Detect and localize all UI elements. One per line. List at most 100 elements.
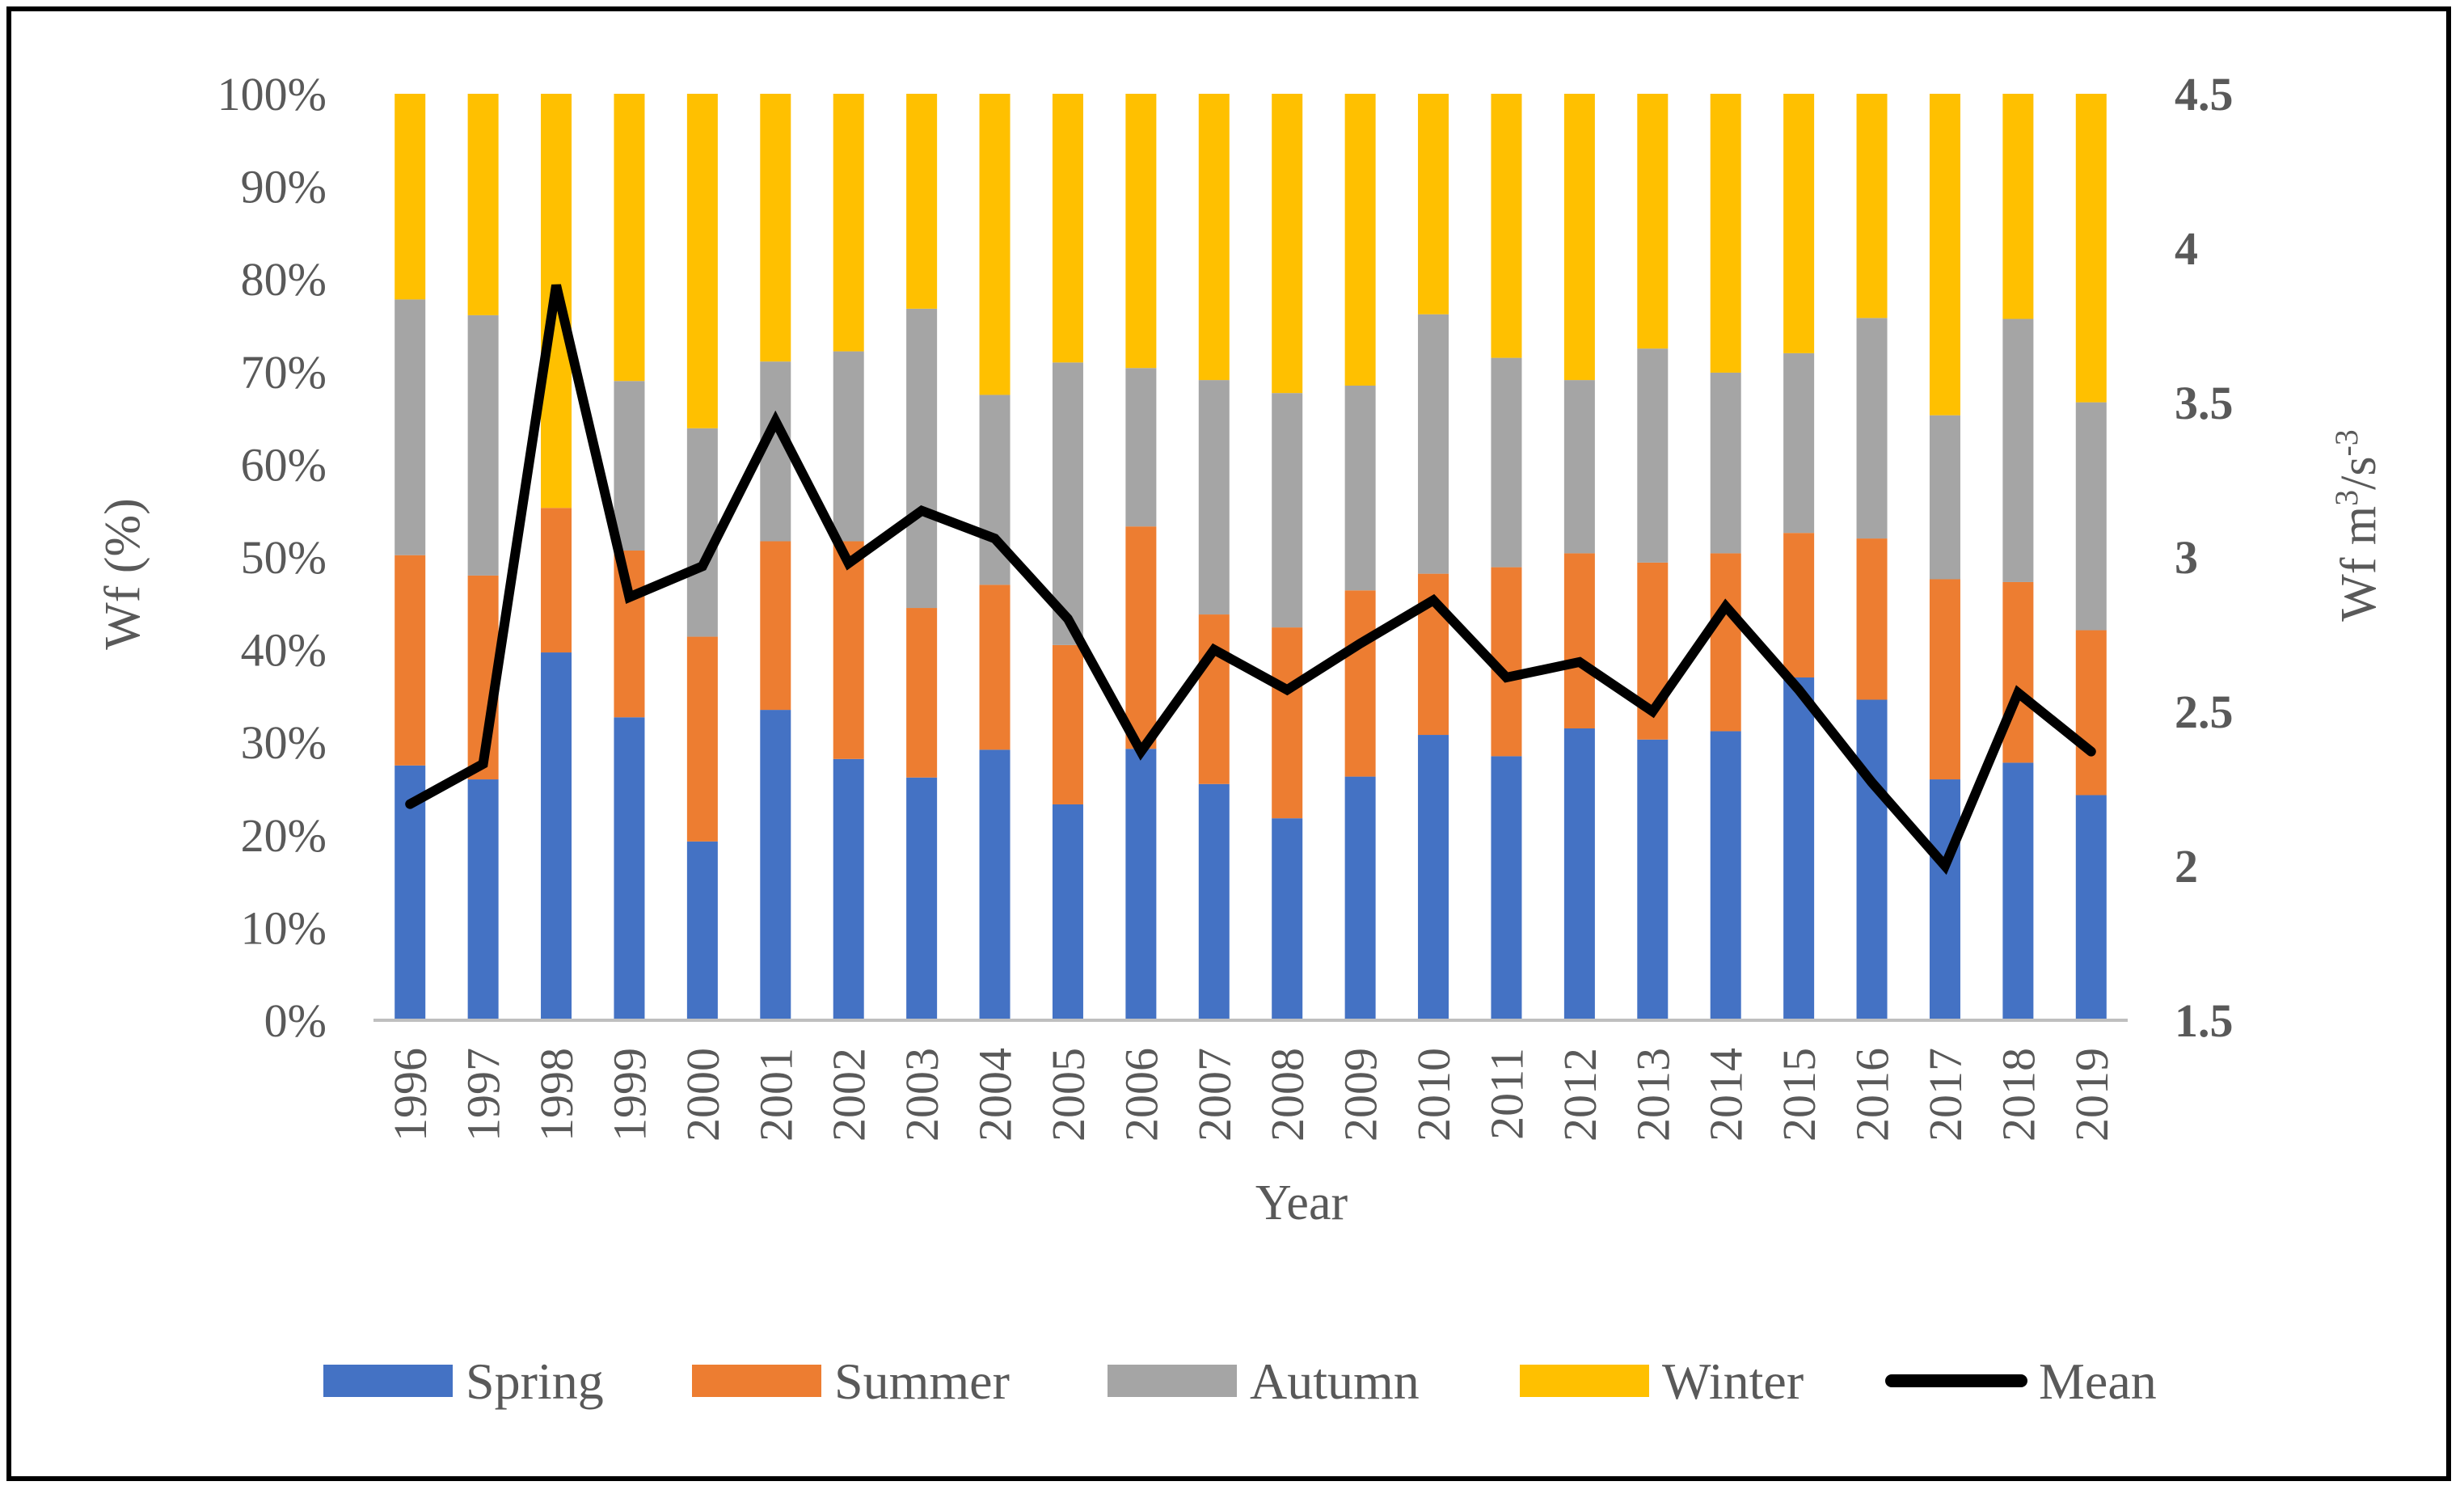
bar-spring-2013: [1637, 739, 1669, 1020]
legend-swatch-winter: [1520, 1365, 1649, 1397]
x-tick-label-2012: 2012: [1554, 1048, 1606, 1142]
bar-summer-2007: [1198, 614, 1230, 784]
x-axis-ticks: 1996 1997 1998 1999 2000 2001 2002 2003 2004 2005…: [384, 1048, 2118, 1142]
bar-summer-2004: [979, 585, 1010, 750]
y-axis-right-title: Wf m3/s-3: [2328, 429, 2387, 622]
bar-autumn-2015: [1783, 352, 1815, 534]
bar-spring-2003: [906, 777, 938, 1020]
bar-spring-2007: [1198, 783, 1230, 1020]
x-tick-label-2011: 2011: [1480, 1048, 1533, 1140]
bar-spring-2018: [2002, 762, 2034, 1020]
bar-summer-2005: [1052, 644, 1083, 804]
bar-spring-2006: [1125, 749, 1157, 1020]
bar-summer-2012: [1563, 553, 1595, 729]
legend-label-mean: Mean: [2039, 1353, 2157, 1410]
bar-winter-2015: [1783, 94, 1815, 353]
mean-point-2012: [1578, 660, 1580, 663]
bar-autumn-2017: [1929, 415, 1960, 580]
bar-spring-2017: [1929, 779, 1960, 1020]
legend-label-spring: Spring: [466, 1353, 604, 1410]
bar-summer-2000: [686, 636, 718, 842]
mean-point-1998: [555, 284, 558, 286]
mean-point-2010: [1432, 599, 1435, 601]
bar-autumn-2012: [1563, 380, 1595, 554]
bar-winter-2012: [1563, 94, 1595, 381]
bar-spring-2015: [1783, 677, 1815, 1020]
mean-line-layer: [405, 284, 2096, 876]
bar-autumn-2010: [1418, 314, 1449, 574]
x-tick-label-2008: 2008: [1261, 1048, 1314, 1142]
y-right-tick-label: 3: [2175, 531, 2198, 584]
y-right-tick-label: 2.5: [2175, 686, 2234, 738]
bar-summer-2006: [1125, 526, 1157, 749]
y-left-tick-label: 30%: [241, 716, 327, 769]
bar-summer-1999: [614, 550, 645, 718]
y-right-tick-label: 1.5: [2175, 994, 2234, 1047]
x-tick-label-2017: 2017: [1919, 1048, 1972, 1142]
y-axis-left-title: Wf (%): [95, 498, 150, 650]
mean-point-2004: [994, 538, 996, 540]
x-tick-label-2004: 2004: [969, 1048, 1022, 1142]
bar-summer-2016: [1856, 538, 1888, 700]
x-tick-label-2007: 2007: [1188, 1048, 1241, 1142]
bar-spring-1997: [467, 779, 499, 1020]
bar-winter-2014: [1710, 94, 1741, 373]
bars-layer: [394, 94, 2107, 1020]
bar-summer-2009: [1344, 590, 1376, 777]
bar-winter-2002: [833, 94, 864, 352]
x-tick-label-2006: 2006: [1115, 1048, 1167, 1142]
y-axis-right-ticks: 1.5 2 2.5 3 3.5 4 4.5: [2175, 68, 2234, 1047]
mean-point-1996: [409, 803, 411, 805]
y-left-tick-label: 100%: [217, 68, 327, 120]
y-axis-left-ticks: 0% 10% 20% 30% 40% 50% 60% 70% 80% 90% 100%: [217, 68, 327, 1047]
bar-winter-2005: [1052, 94, 1083, 363]
x-tick-label-2009: 2009: [1335, 1048, 1387, 1142]
bar-autumn-2007: [1198, 380, 1230, 615]
bar-summer-2015: [1783, 533, 1815, 677]
bar-winter-2019: [2075, 94, 2107, 403]
bar-summer-1996: [394, 555, 426, 766]
mean-point-1999: [628, 596, 631, 598]
bar-spring-2016: [1856, 699, 1888, 1020]
y-right-tick-label: 4: [2175, 222, 2198, 275]
y-left-tick-label: 70%: [241, 346, 327, 399]
mean-line: [405, 284, 2096, 876]
bar-spring-2005: [1052, 804, 1083, 1020]
legend-label-summer: Summer: [834, 1353, 1010, 1410]
legend-label-autumn: Autumn: [1250, 1353, 1420, 1410]
x-tick-label-1996: 1996: [384, 1048, 437, 1142]
mean-point-1997: [482, 762, 484, 765]
x-tick-label-2000: 2000: [677, 1048, 729, 1142]
mean-point-2015: [1798, 689, 1800, 691]
bar-autumn-2005: [1052, 362, 1083, 645]
bar-autumn-2011: [1491, 357, 1522, 568]
bar-winter-1999: [614, 94, 645, 382]
bar-summer-1998: [541, 508, 572, 653]
mean-point-2013: [1652, 711, 1654, 712]
mean-point-2009: [1359, 642, 1361, 644]
mean-point-2005: [1066, 618, 1069, 620]
bar-winter-2016: [1856, 94, 1888, 319]
bar-autumn-2018: [2002, 319, 2034, 582]
bar-summer-2002: [833, 541, 864, 759]
legend-label-winter: Winter: [1662, 1353, 1804, 1410]
bar-winter-2011: [1491, 94, 1522, 358]
bar-autumn-2003: [906, 308, 938, 609]
y-left-tick-label: 20%: [241, 809, 327, 862]
mean-point-2018: [2017, 692, 2019, 694]
y-left-tick-label: 90%: [241, 161, 327, 213]
y-left-tick-label: 80%: [241, 253, 327, 306]
x-tick-label-1998: 1998: [530, 1048, 583, 1142]
x-tick-label-2019: 2019: [2065, 1048, 2118, 1142]
legend-swatch-spring: [323, 1365, 453, 1397]
bar-autumn-2014: [1710, 372, 1741, 554]
y-right-tick-label: 4.5: [2175, 68, 2234, 120]
bar-summer-2018: [2002, 581, 2034, 763]
legend: Spring Summer Autumn Winter Mean: [323, 1353, 2157, 1410]
x-tick-label-2014: 2014: [1700, 1048, 1753, 1142]
bar-winter-2013: [1637, 94, 1669, 349]
bar-winter-2001: [760, 94, 791, 362]
bar-autumn-1996: [394, 299, 426, 555]
bar-spring-2008: [1272, 818, 1303, 1020]
